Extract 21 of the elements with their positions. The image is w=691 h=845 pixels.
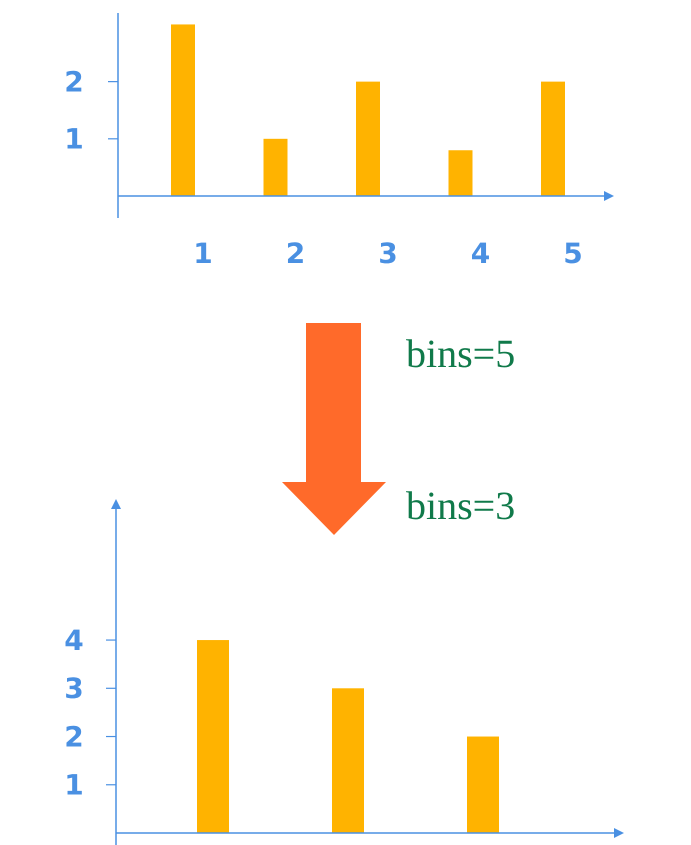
y-tick-label: 2 bbox=[64, 720, 84, 754]
text: bins=5 bbox=[406, 331, 516, 376]
bar bbox=[467, 736, 499, 833]
bar bbox=[356, 82, 380, 196]
x-tick-label: 2 bbox=[286, 237, 306, 270]
y-tick-label: 1 bbox=[64, 122, 84, 156]
x-tick-label: 5 bbox=[563, 237, 583, 270]
y-tick-label: 2 bbox=[64, 65, 84, 98]
bar bbox=[171, 24, 195, 196]
bar bbox=[264, 138, 288, 196]
y-tick-label: 1 bbox=[64, 768, 84, 802]
x-tick-label: 4 bbox=[470, 237, 490, 270]
x-tick-label: 3 bbox=[378, 237, 398, 270]
bar bbox=[541, 82, 565, 196]
y-tick-label: 4 bbox=[64, 624, 84, 657]
y-tick-label: 3 bbox=[64, 672, 84, 706]
bar bbox=[448, 150, 472, 196]
bar bbox=[332, 688, 364, 833]
x-tick-label: 1 bbox=[193, 237, 213, 270]
bar bbox=[197, 640, 229, 833]
annotation: bins=3 bbox=[406, 483, 516, 528]
